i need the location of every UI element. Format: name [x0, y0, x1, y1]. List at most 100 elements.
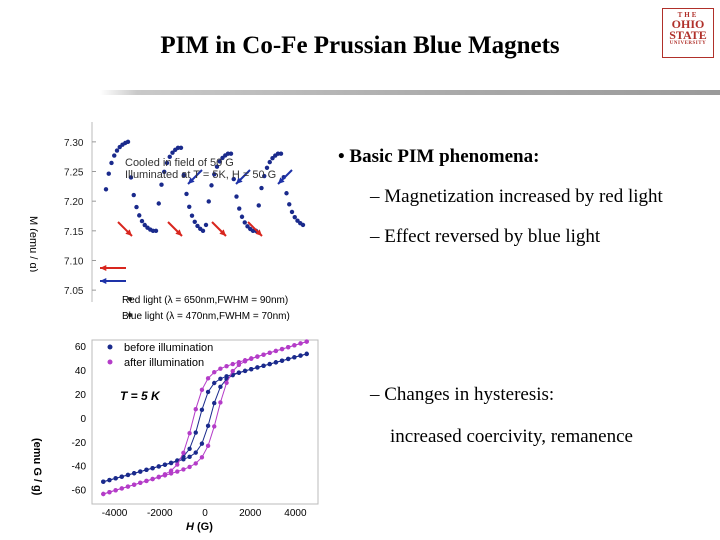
chart-1-annotation-2: Illuminated at T = 5K, H = 50 G — [125, 169, 276, 181]
chart-1-point — [125, 139, 131, 145]
chart-2-x-label-var: H — [186, 521, 195, 533]
red-light-arrow-2-head — [175, 229, 182, 236]
hysteresis-point-before — [292, 355, 297, 360]
hysteresis-point-before — [156, 464, 161, 469]
legend-marker-before — [107, 344, 113, 350]
chart-2-y-label: (emu G / g) — [31, 438, 43, 496]
chart-1-point — [139, 218, 145, 224]
chart-1-y-tick-label: 7.10 — [64, 256, 84, 267]
hysteresis-point-before — [267, 361, 272, 367]
chart-1-point — [192, 219, 197, 224]
hysteresis-point-after — [144, 478, 149, 484]
hysteresis-point-after — [150, 476, 155, 482]
hysteresis-curve-after — [103, 341, 307, 495]
hysteresis-point-before — [273, 360, 279, 365]
chart-1-point — [134, 204, 139, 210]
hysteresis-point-after — [292, 343, 297, 348]
chart-2-x-tick-label: -4000 — [102, 508, 128, 519]
chart-2-x-tick-label: 4000 — [284, 508, 307, 519]
logo-line-3: STATE — [669, 28, 707, 42]
hysteresis-point-after — [193, 461, 198, 466]
hysteresis-point-before — [205, 423, 211, 429]
blue-light-arrow-2-head — [236, 177, 243, 184]
hysteresis-point-before — [101, 479, 106, 484]
blue-legend-arrow — [100, 277, 126, 285]
chart-1-point — [278, 151, 284, 156]
hysteresis-point-after — [181, 467, 186, 472]
chart-1-point — [234, 194, 239, 199]
hysteresis-point-after — [119, 486, 124, 491]
legend-bullet-blue — [128, 313, 132, 317]
chart-1-y-tick-label: 7.20 — [64, 197, 84, 208]
hysteresis-point-after — [304, 339, 309, 344]
hysteresis-point-before — [205, 389, 211, 395]
chart-1-point — [212, 172, 217, 177]
hysteresis-point-before — [125, 472, 131, 478]
chart-1-point — [114, 148, 120, 153]
chart-2-y-tick-label: -20 — [72, 438, 87, 449]
legend-bullet-red — [128, 297, 132, 301]
chart-1-point — [292, 214, 297, 220]
chart-1-point — [203, 222, 209, 228]
chart-1-point — [287, 202, 292, 207]
chart-1-point — [206, 199, 211, 204]
logo-line-2: OHIO — [671, 17, 705, 31]
hysteresis-point-after — [181, 450, 186, 456]
chart-1-point — [231, 176, 236, 182]
hysteresis-curve-before — [103, 353, 307, 483]
chart-1-point — [289, 209, 295, 215]
slide-title: PIM in Co-Fe Prussian Blue Magnets — [160, 32, 560, 59]
chart-1-point — [267, 159, 272, 165]
hysteresis-point-before — [249, 366, 254, 372]
blue-light-arrow-2 — [235, 169, 251, 185]
hysteresis-point-after — [175, 469, 180, 474]
chart-1-point — [164, 160, 170, 166]
chart-1-point — [137, 213, 142, 218]
hysteresis-point-after — [162, 472, 168, 477]
hysteresis-point-before — [261, 363, 266, 368]
chart-1-point — [153, 228, 159, 234]
hysteresis-point-before — [304, 351, 309, 357]
chart-1-point — [228, 151, 234, 156]
bullet-main: • Basic PIM phenomena: — [338, 146, 540, 167]
chart-1-point — [245, 224, 250, 229]
chart-1-point — [270, 156, 275, 161]
blue-light-arrow-1 — [187, 169, 203, 185]
hysteresis-point-after — [230, 361, 235, 367]
hysteresis-point-before — [144, 467, 149, 473]
hysteresis-point-before — [113, 476, 118, 481]
chart-1-point — [239, 214, 245, 219]
hysteresis-point-before — [279, 358, 285, 363]
red-light-arrow-1-head — [125, 229, 132, 236]
chart-1-point — [159, 182, 164, 187]
red-light-arrow-4-head — [255, 229, 262, 236]
chart-2-plot-area — [91, 339, 319, 505]
chart-1-point — [256, 203, 261, 208]
title-divider — [100, 90, 720, 95]
hysteresis-point-after — [261, 352, 266, 357]
hysteresis-point-before — [131, 471, 137, 476]
hysteresis-point-after — [113, 488, 118, 493]
hysteresis-point-after — [168, 468, 174, 473]
hysteresis-point-after — [125, 484, 131, 489]
hysteresis-point-after — [218, 400, 223, 405]
hysteresis-point-before — [212, 380, 217, 386]
chart-1-point — [142, 222, 147, 228]
bullet-sub-2: – Effect reversed by blue light — [370, 226, 601, 247]
hysteresis-point-after — [107, 489, 112, 495]
chart-1-legend-red: Red light (λ = 650nm,FWHM = 90nm) — [122, 295, 288, 306]
chart-1-point — [237, 206, 242, 211]
red-light-arrow-3-head — [219, 229, 226, 236]
chart-2-x-tick-label: 0 — [202, 508, 208, 519]
bullet-sub-3-continued: increased coercivity, remanence — [390, 426, 633, 447]
hysteresis-point-after — [255, 354, 260, 359]
hysteresis-point-after — [249, 356, 254, 361]
hysteresis-point-after — [199, 387, 205, 392]
chart-2-y-tick-label: 40 — [75, 366, 87, 377]
chart-2-x-tick-label: -2000 — [147, 508, 173, 519]
chart-1-legend-blue: Blue light (λ = 470nm,FWHM = 70nm) — [122, 311, 290, 322]
legend-after-label: after illumination — [124, 357, 204, 369]
hysteresis-point-before — [199, 441, 205, 446]
chart-1-y-tick-label: 7.05 — [64, 286, 84, 297]
chart-2-y-tick-label: 20 — [75, 390, 87, 401]
